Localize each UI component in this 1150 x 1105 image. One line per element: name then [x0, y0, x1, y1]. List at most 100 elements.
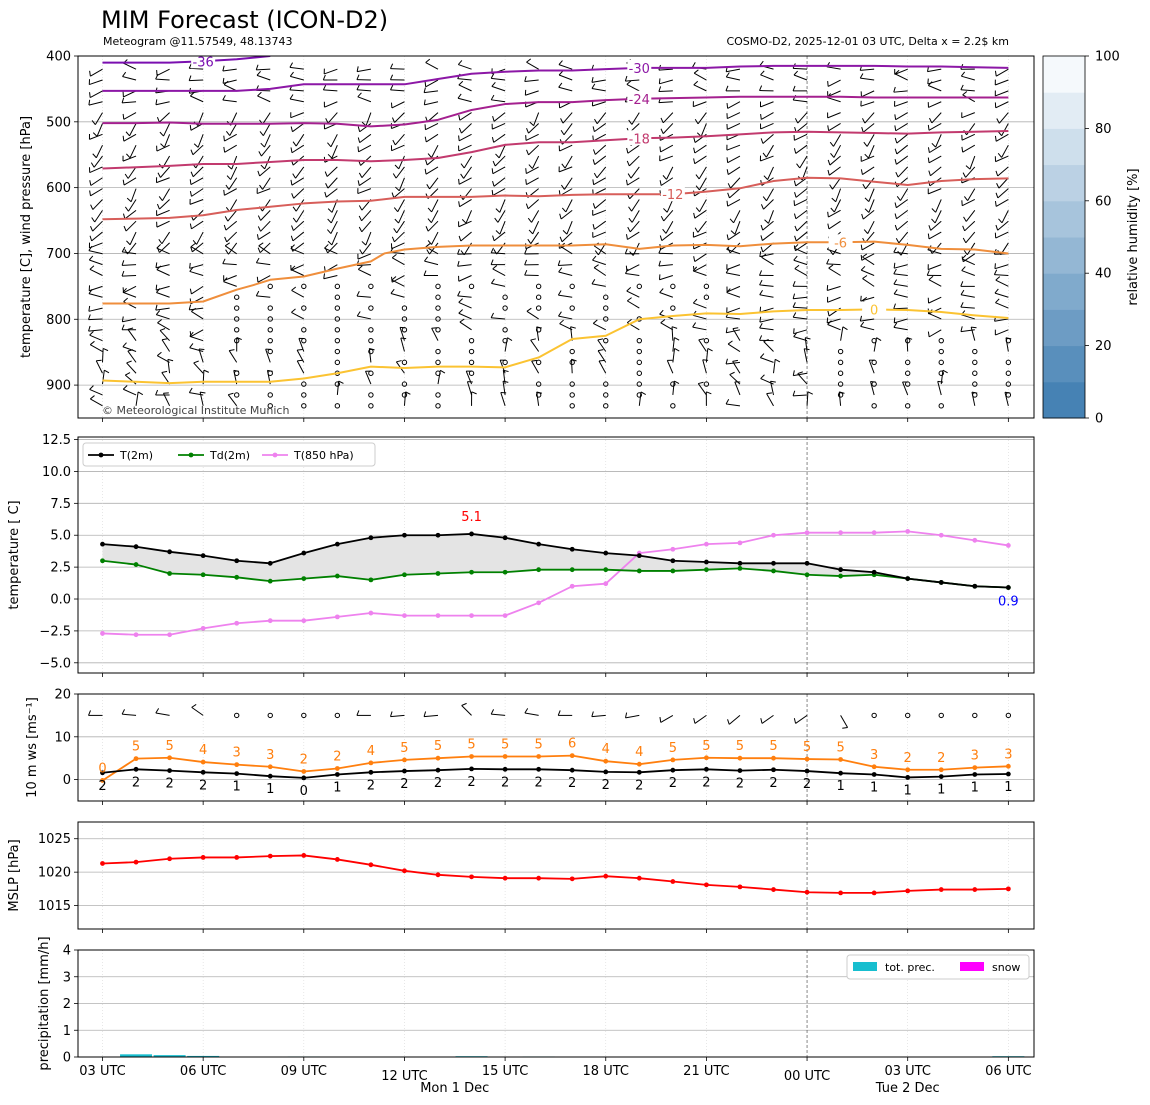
wind-barb-flag — [390, 63, 394, 69]
calm-circle — [636, 337, 642, 344]
wind-barb-flag — [726, 200, 729, 207]
wind-barb-flag — [255, 290, 260, 297]
series-point — [771, 755, 776, 761]
wind-barb-flag — [927, 81, 933, 86]
series-point — [569, 583, 575, 589]
wind-barb-flag — [121, 246, 126, 253]
wind-barb — [324, 101, 338, 108]
legend-marker — [272, 452, 278, 458]
day-label: Mon 1 Dec — [420, 1081, 489, 1096]
calm-circle — [301, 392, 307, 398]
wind-barb-flag — [591, 279, 596, 285]
wind-barb — [995, 329, 1009, 336]
series-point — [938, 774, 944, 780]
wind-barb-flag — [658, 248, 662, 254]
wind-barb — [625, 273, 640, 276]
wind-value-label: 1 — [1004, 780, 1012, 795]
wind-barb — [663, 210, 674, 222]
wind-barb-flag — [597, 338, 604, 341]
wind-barb — [458, 84, 472, 92]
wind-barb-flag — [762, 152, 767, 158]
wind-barb-flag — [571, 358, 577, 362]
wind-barb — [561, 231, 573, 243]
wind-barb — [898, 231, 909, 244]
wind-barb-flag — [188, 75, 192, 81]
wind-barb-flag — [695, 174, 700, 180]
wind-barb-flag — [626, 287, 632, 292]
wind-barb-flag — [793, 180, 797, 187]
wind-barb — [459, 112, 472, 121]
x-tick-label: 03 UTC — [79, 1064, 125, 1079]
wind-barb — [397, 199, 405, 212]
wind-barb — [759, 318, 774, 323]
wind-barb — [357, 253, 372, 260]
wind-barb — [591, 87, 606, 92]
wind-barb — [795, 177, 808, 187]
wind-barb-flag — [526, 149, 529, 156]
colorbar-segment — [1043, 345, 1085, 383]
wind-barb — [727, 199, 741, 207]
isotherm-line — [102, 308, 1009, 385]
wind-barb — [994, 274, 1009, 277]
colorbar-tick-label: 100 — [1095, 50, 1120, 65]
wind-barb — [122, 291, 137, 298]
wind-barb — [827, 79, 841, 87]
isotherm-label: 0 — [870, 303, 878, 318]
wind-barb — [934, 210, 942, 224]
wind-barb — [659, 275, 674, 281]
series-point — [502, 875, 508, 881]
calm-circle — [1005, 359, 1012, 366]
calm-circle — [905, 381, 911, 387]
series-point — [1005, 886, 1011, 892]
wind-barb — [159, 199, 170, 210]
wind-barb-flag — [461, 702, 467, 706]
wind-barb-flag — [255, 257, 260, 263]
wind-barb-flag — [424, 168, 427, 175]
wind-barb-flag — [292, 206, 297, 212]
wind-barb-flag — [864, 153, 869, 159]
wind-barb — [900, 188, 909, 201]
wind-barb — [365, 112, 372, 126]
colorbar-segment — [1043, 273, 1085, 310]
calm-circle — [871, 381, 877, 387]
wind-barb-flag — [826, 317, 829, 323]
wind-barb — [564, 177, 573, 190]
wind-barb-flag — [592, 126, 595, 132]
wind-barb — [135, 391, 139, 406]
wind-barb-flag — [357, 180, 360, 186]
wind-barb — [256, 68, 271, 71]
wind-barb — [833, 199, 842, 213]
calm-circle — [905, 359, 911, 366]
wind-barb-flag — [157, 319, 163, 324]
wind-barb-flag — [233, 369, 240, 372]
wind-barb-flag — [763, 338, 769, 342]
wind-barb-flag — [157, 172, 161, 178]
wind-barb-flag — [870, 380, 876, 383]
wind-barb-flag — [122, 385, 128, 390]
wind-barb-flag — [962, 172, 966, 178]
wind-barb — [626, 264, 640, 272]
calm-circle — [267, 305, 273, 311]
wind-barb — [931, 112, 942, 124]
wind-barb — [902, 381, 909, 396]
wind-barb-flag — [792, 390, 796, 396]
calm-circle — [569, 348, 575, 355]
wind-barb-flag — [327, 240, 333, 246]
wind-barb-flag — [862, 118, 866, 124]
wind-barb-flag — [592, 255, 597, 261]
wind-barb-flag — [257, 170, 261, 177]
wind-barb-flag — [759, 270, 763, 276]
wind-barb-flag — [395, 186, 400, 192]
wind-barb — [894, 101, 908, 107]
wind-barb — [89, 166, 103, 174]
wind-barb-flag — [927, 157, 930, 163]
wind-barb-flag — [594, 250, 599, 256]
wind-barb — [700, 123, 707, 137]
wind-barb — [998, 112, 1009, 124]
colorbar-segment — [1043, 200, 1085, 238]
wind-barb — [526, 310, 539, 320]
wind-barb — [358, 144, 372, 153]
series-point — [133, 544, 139, 550]
wind-barb-flag — [660, 319, 666, 324]
wind-barb — [861, 269, 875, 276]
